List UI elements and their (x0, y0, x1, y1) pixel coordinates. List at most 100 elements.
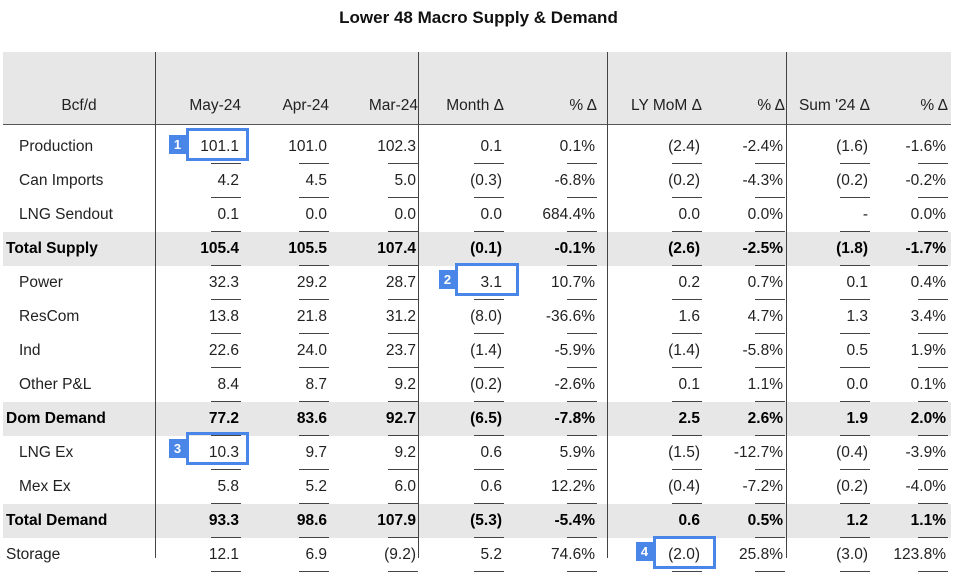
table-cell: 12.1 (208, 546, 239, 563)
cell-underline (388, 265, 418, 266)
cell-underline (755, 435, 785, 436)
table-cell: 107.9 (377, 512, 416, 529)
row-label: Can Imports (19, 172, 104, 189)
table-cell: -3.9% (905, 444, 947, 461)
column-header: Sum '24 Δ (798, 97, 870, 114)
table-cell: (8.0) (470, 308, 502, 325)
cell-underline (918, 469, 948, 470)
cell-underline (755, 503, 785, 504)
table-cell: 5.2 (480, 546, 502, 563)
table-cell: 0.0% (747, 206, 783, 223)
table-cell: 21.8 (296, 308, 327, 325)
table-cell: (1.8) (836, 240, 868, 257)
cell-underline (211, 333, 241, 334)
table-cell: 0.1 (678, 376, 700, 393)
cell-underline (388, 503, 418, 504)
cell-underline (567, 367, 597, 368)
cell-underline (567, 503, 597, 504)
table-cell: 8.7 (305, 376, 327, 393)
table-cell: (0.1) (470, 240, 502, 257)
cell-underline (388, 537, 418, 538)
table-cell: 6.0 (394, 478, 416, 495)
table-cell: 9.2 (394, 444, 416, 461)
table-cell: 1.1% (910, 512, 946, 529)
column-header: Mar-24 (368, 97, 418, 114)
table-cell: 107.4 (377, 240, 416, 257)
cell-underline (672, 367, 702, 368)
total-row-band (3, 232, 951, 266)
table-title: Lower 48 Macro Supply & Demand (339, 8, 618, 27)
cell-underline (567, 231, 597, 232)
cell-underline (474, 299, 504, 300)
table-cell: 24.0 (296, 342, 327, 359)
header-band (3, 52, 951, 124)
table-cell: -36.6% (545, 308, 595, 325)
table-cell: 8.4 (217, 376, 239, 393)
table-cell: 0.6 (480, 478, 502, 495)
cell-underline (474, 333, 504, 334)
table-cell: 83.6 (296, 410, 327, 427)
cell-underline (474, 401, 504, 402)
column-header: % Δ (757, 97, 785, 114)
table-cell: 10.3 (208, 444, 239, 461)
table-cell: 10.7% (551, 274, 595, 291)
cell-underline (567, 469, 597, 470)
cell-underline (388, 197, 418, 198)
table-cell: -12.7% (733, 444, 783, 461)
table-cell: 6.9 (305, 546, 327, 563)
row-label: ResCom (19, 308, 80, 325)
cell-underline (299, 367, 329, 368)
cell-underline (211, 503, 241, 504)
table-cell: 1.6 (678, 308, 700, 325)
cell-underline (672, 265, 702, 266)
table-cell: (0.4) (668, 478, 700, 495)
cell-underline (211, 367, 241, 368)
table-cell: 4.2 (217, 172, 239, 189)
table-cell: 22.6 (208, 342, 239, 359)
table-cell: -1.6% (905, 138, 947, 155)
cell-underline (388, 163, 418, 164)
cell-underline (918, 367, 948, 368)
table-cell: 0.2 (678, 274, 700, 291)
table-cell: (1.4) (668, 342, 700, 359)
cell-underline (474, 367, 504, 368)
total-row-band (3, 504, 951, 538)
table-cell: 28.7 (385, 274, 416, 291)
cell-underline (474, 197, 504, 198)
cell-underline (918, 333, 948, 334)
table-cell: (2.0) (668, 546, 700, 563)
cell-underline (918, 537, 948, 538)
row-label: Dom Demand (6, 410, 106, 427)
highlight-box (653, 536, 716, 569)
table-cell: 101.0 (288, 138, 327, 155)
table-cell: 93.3 (208, 512, 239, 529)
cell-underline (918, 197, 948, 198)
cell-underline (840, 197, 870, 198)
cell-underline (755, 469, 785, 470)
cell-underline (567, 299, 597, 300)
cell-underline (388, 231, 418, 232)
row-label: Ind (19, 342, 41, 359)
cell-underline (211, 163, 241, 164)
cell-underline (840, 435, 870, 436)
row-label: Production (19, 138, 94, 155)
table-cell: 12.2% (551, 478, 595, 495)
table-cell: (1.5) (668, 444, 700, 461)
table-cell: (1.4) (470, 342, 502, 359)
table-cell: -5.8% (742, 342, 784, 359)
cell-underline (672, 231, 702, 232)
cell-underline (299, 333, 329, 334)
table-cell: 0.1 (480, 138, 502, 155)
cell-underline (672, 401, 702, 402)
cell-underline (755, 401, 785, 402)
cell-underline (840, 469, 870, 470)
table-cell: 4.7% (747, 308, 783, 325)
table-cell: (5.3) (470, 512, 502, 529)
cell-underline (918, 163, 948, 164)
column-header: Apr-24 (282, 97, 329, 114)
cell-underline (299, 401, 329, 402)
column-header: May-24 (189, 97, 241, 114)
table-cell: 1.3 (846, 308, 868, 325)
table-cell: (0.2) (668, 172, 700, 189)
row-label: LNG Sendout (19, 206, 113, 223)
